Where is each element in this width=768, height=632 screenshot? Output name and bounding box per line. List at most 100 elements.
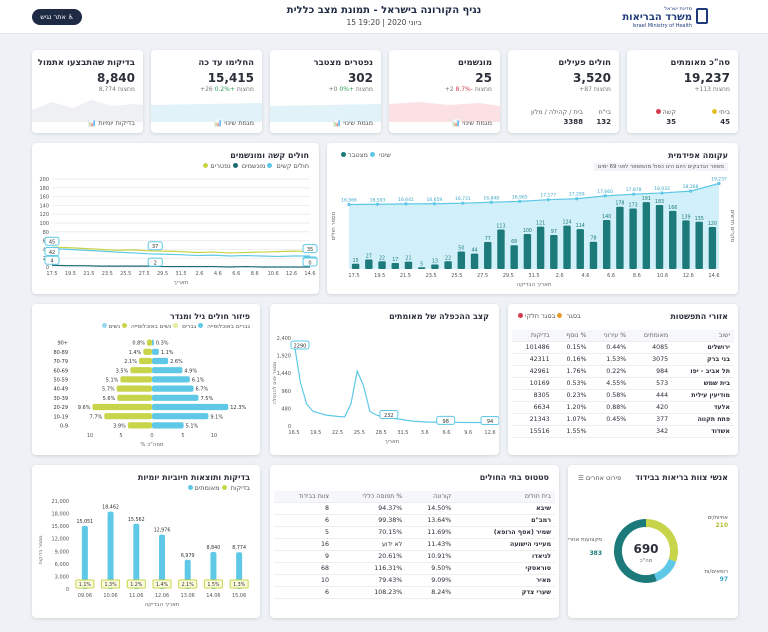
cumulative-point bbox=[546, 198, 550, 202]
deaths-label: 4 bbox=[50, 259, 53, 265]
epi-bar-label: 13 bbox=[432, 258, 438, 264]
epi-bar bbox=[391, 263, 399, 269]
cumulative-label: 16,566 bbox=[341, 197, 357, 203]
cumulative-point bbox=[575, 197, 579, 201]
tst-x-tick: 12.06 bbox=[155, 593, 169, 599]
dbl-y-tick: 1,920 bbox=[277, 354, 291, 360]
trend-link[interactable]: 📊 מגמת שינוי bbox=[333, 119, 373, 127]
cumulative-label: 17,878 bbox=[626, 187, 642, 193]
epi-x-tick: 14.6 bbox=[708, 273, 719, 279]
dbl-xlabel: תאריך bbox=[385, 439, 400, 445]
hospital-cell: 9.50% bbox=[406, 562, 456, 575]
table-row: בית שמש 573 4.55% 0.53% 10169 bbox=[512, 377, 734, 390]
city-header[interactable]: % נוסף bbox=[553, 330, 591, 342]
city-cell: 377 bbox=[630, 413, 673, 426]
epi-bar bbox=[523, 234, 532, 269]
trend-link[interactable]: 📊 מגמת שינוי bbox=[214, 119, 254, 127]
cumulative-label: 17,299 bbox=[569, 192, 585, 198]
hospitals-table: בית חולים קורונה% תפוסה כללי צוות בבידוד שי… bbox=[274, 491, 555, 599]
city-cell: 3075 bbox=[630, 353, 673, 366]
epi-bar-label: 68 bbox=[511, 239, 517, 245]
tests-value: 18,462 bbox=[102, 505, 119, 511]
epi-x-tick: 17.5 bbox=[348, 273, 359, 279]
hospital-header[interactable]: % תפוסה כללי bbox=[333, 491, 407, 503]
city-header[interactable]: % עירוני bbox=[590, 330, 631, 342]
male-bar bbox=[152, 385, 194, 392]
hospital-cell: 68 bbox=[274, 562, 334, 575]
tst-x-tick: 13.06 bbox=[181, 593, 195, 599]
male-bar bbox=[152, 357, 169, 365]
hospital-header-row: בית חולים קורונה% תפוסה כללי צוות בבידוד bbox=[274, 491, 555, 503]
sev-x-tick: 12.6 bbox=[286, 271, 297, 277]
hospital-cell: שערי צדק bbox=[455, 586, 555, 599]
age-x-tick: 10 bbox=[87, 433, 93, 439]
male-value: 7.5% bbox=[201, 396, 214, 402]
tests-link[interactable]: 📊 בדיקות יומיות bbox=[88, 119, 135, 127]
positive-rate: 1.4% bbox=[156, 582, 169, 588]
positive-rate: 1.1% bbox=[79, 582, 92, 588]
severe-label-box bbox=[44, 236, 60, 246]
male-bar bbox=[152, 348, 159, 355]
epi-bar bbox=[602, 220, 611, 269]
table-row: שמיר (אסף הרופא) 11.69% 70.15% 5 bbox=[274, 526, 555, 539]
city-cell: ירושלים bbox=[672, 341, 734, 354]
dbl-x-tick: 31.5 bbox=[397, 430, 408, 436]
epi-bar-label: 173 bbox=[629, 202, 638, 208]
epi-ylabel-right: מקרים חדשים bbox=[729, 210, 735, 243]
severe-label: 45 bbox=[49, 240, 55, 246]
staff-detail-link[interactable]: ☰ פירוט אחרים bbox=[578, 474, 622, 482]
epi-xlabel: תאריך הבדיקה bbox=[517, 282, 552, 288]
cumulative-label: 16,659 bbox=[427, 197, 443, 203]
age-category: 80-89 bbox=[53, 350, 68, 356]
epi-bar bbox=[682, 220, 690, 269]
age-category: 50-59 bbox=[53, 378, 68, 384]
tests-value: 6,979 bbox=[181, 553, 195, 559]
sev-x-tick: 27.5 bbox=[139, 271, 150, 277]
epidemic-curve-card: עקומה אפידמית שינוי מצטבר מספר הנדבקים ה… bbox=[327, 143, 738, 294]
city-header[interactable]: ישוב bbox=[672, 330, 734, 342]
table-row: מעייני הישועה 11.43% לא ידוע 16 bbox=[274, 538, 555, 551]
hospital-header[interactable]: צוות בבידוד bbox=[274, 491, 334, 503]
city-cell: 42311 bbox=[512, 353, 554, 366]
tst-x-tick: 15.06 bbox=[232, 593, 246, 599]
city-cell: 1.55% bbox=[553, 425, 591, 438]
age-x-tick: 5 bbox=[181, 433, 184, 439]
accessibility-button[interactable]: אתר נגיש ♿ bbox=[32, 9, 82, 25]
severe-card: חולים קשה ומונשמים חולים קשים מונשמים נפ… bbox=[32, 143, 319, 294]
epi-bar-label: 78 bbox=[590, 236, 596, 242]
hospital-header[interactable]: קורונה bbox=[406, 491, 456, 503]
tst-y-tick: 15,000 bbox=[52, 524, 70, 530]
epi-bar bbox=[510, 245, 518, 269]
female-value: 5.6% bbox=[103, 396, 116, 402]
sev-x-tick: 14.6 bbox=[304, 271, 315, 277]
tst-x-tick: 14.06 bbox=[206, 593, 220, 599]
dbl-x-tick: 6.6 bbox=[442, 430, 450, 436]
hospital-cell: 116.31% bbox=[333, 562, 407, 575]
cumulative-label: 17,660 bbox=[597, 189, 613, 195]
hospital-cell: 11.43% bbox=[406, 538, 456, 551]
male-bar bbox=[152, 403, 229, 411]
tests-bar bbox=[159, 534, 165, 589]
female-value: 2.1% bbox=[124, 359, 137, 365]
city-cell: 1.07% bbox=[553, 413, 591, 426]
severe-label: 37 bbox=[152, 244, 158, 250]
cumulative-point bbox=[518, 199, 522, 203]
epi-x-tick: 10.6 bbox=[657, 273, 668, 279]
city-header[interactable]: מאומתים bbox=[630, 330, 673, 342]
hospital-cell: 14.50% bbox=[406, 502, 456, 515]
hospital-cell: 79.43% bbox=[333, 574, 407, 587]
dbl-x-tick: 3.6 bbox=[421, 430, 429, 436]
cumulative-point bbox=[461, 201, 465, 205]
epi-bar-label: 50 bbox=[458, 246, 464, 252]
trend-link[interactable]: 📊 מגמת שינוי bbox=[452, 119, 492, 127]
doubling-label: 232 bbox=[384, 413, 394, 419]
dbl-x-tick: 9.6 bbox=[464, 430, 472, 436]
city-header[interactable]: בדיקות bbox=[512, 330, 554, 342]
positive-rate: 1.2% bbox=[130, 582, 143, 588]
epi-bar-label: 27 bbox=[366, 254, 372, 260]
male-value: 4.9% bbox=[184, 368, 197, 374]
epi-x-tick: 31.5 bbox=[528, 273, 539, 279]
severe-label: 35 bbox=[307, 247, 313, 253]
male-value: 0.3% bbox=[156, 341, 169, 347]
hospital-header[interactable]: בית חולים bbox=[455, 491, 555, 503]
